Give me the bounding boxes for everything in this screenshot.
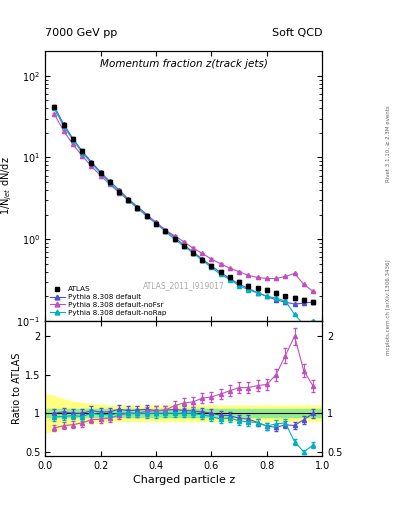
Text: mcplots.cern.ch [arXiv:1306.3436]: mcplots.cern.ch [arXiv:1306.3436] xyxy=(386,260,391,355)
Text: ATLAS_2011_I919017: ATLAS_2011_I919017 xyxy=(143,281,225,290)
Y-axis label: 1/N$_{jet}$ dN/dz: 1/N$_{jet}$ dN/dz xyxy=(0,157,14,216)
X-axis label: Charged particle z: Charged particle z xyxy=(132,475,235,485)
Text: Rivet 3.1.10, ≥ 2.3M events: Rivet 3.1.10, ≥ 2.3M events xyxy=(386,105,391,182)
Text: Soft QCD: Soft QCD xyxy=(272,28,322,38)
Y-axis label: Ratio to ATLAS: Ratio to ATLAS xyxy=(12,353,22,424)
Legend: ATLAS, Pythia 8.308 default, Pythia 8.308 default-noFsr, Pythia 8.308 default-no: ATLAS, Pythia 8.308 default, Pythia 8.30… xyxy=(49,285,168,317)
Text: Momentum fraction z(track jets): Momentum fraction z(track jets) xyxy=(100,59,268,69)
Text: 7000 GeV pp: 7000 GeV pp xyxy=(45,28,118,38)
